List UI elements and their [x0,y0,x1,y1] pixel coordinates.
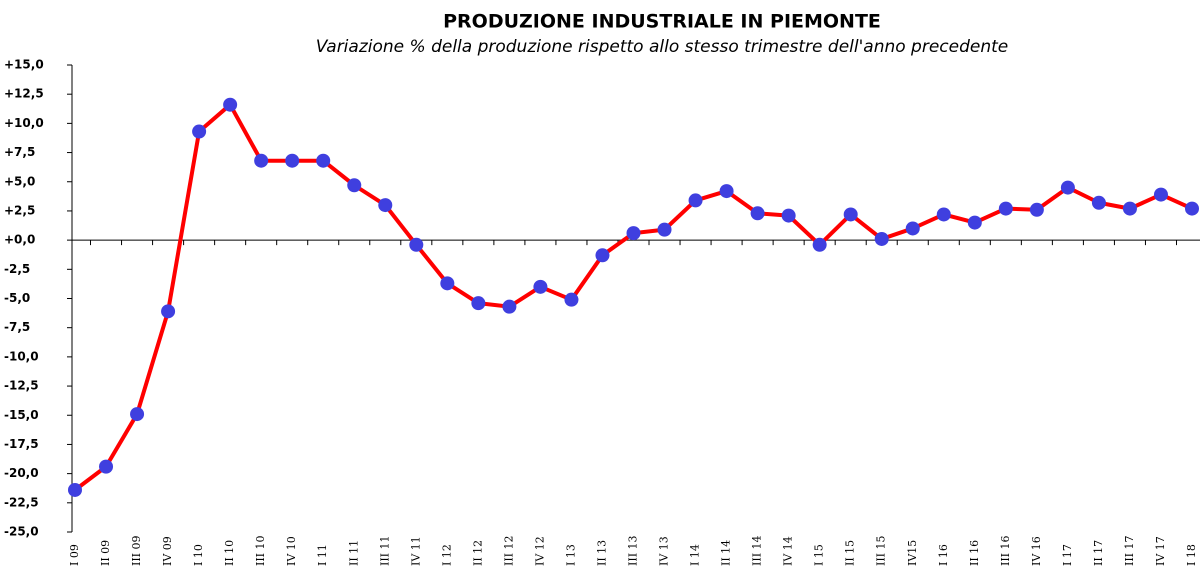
data-point [440,276,455,291]
x-tick-label: IV 14 [782,536,795,566]
x-tick-label: IV 09 [161,536,174,566]
data-point [750,206,765,221]
data-point [812,237,827,252]
x-tick-label: IV15 [906,540,919,566]
data-point [316,153,331,168]
x-tick-label: I 10 [192,544,205,566]
x-tick-label: I 18 [1185,544,1198,566]
x-tick-label: II 12 [471,540,484,566]
data-point [502,299,517,314]
x-tick-label: II 14 [720,540,733,566]
y-tick-label: +10,0 [4,116,44,130]
x-tick-label: II 17 [1092,540,1105,566]
x-tick-label: I 09 [68,544,81,566]
y-tick-label: +0,0 [4,233,35,247]
data-point [130,407,145,422]
x-tick-label: IV 10 [285,536,298,566]
data-point [781,208,796,223]
y-tick-label: +15,0 [4,58,44,72]
x-tick-label: I 16 [937,544,950,566]
x-tick-label: II 15 [844,540,857,566]
data-point [657,222,672,237]
data-point [378,198,393,213]
x-tick-label: I 12 [440,544,453,566]
x-tick-label: III 16 [999,535,1012,566]
y-tick-label: -20,0 [4,466,39,480]
x-tick-label: III 15 [875,535,888,566]
data-point [161,304,176,319]
y-tick-label: -22,5 [4,495,39,509]
data-point [471,296,486,311]
data-point [1091,195,1106,210]
data-point [347,178,362,193]
y-tick-label: -10,0 [4,349,39,363]
data-point [192,124,207,139]
x-tick-label: III 09 [130,535,143,566]
data-point [998,201,1013,216]
data-point [533,279,548,294]
data-point [595,248,610,263]
y-tick-label: -17,5 [4,437,39,451]
data-point [409,237,424,252]
data-point [874,231,889,246]
x-tick-label: I 13 [564,544,577,566]
data-point [1185,201,1199,216]
x-tick-label: IV 17 [1154,536,1167,566]
x-tick-label: III 10 [254,535,267,566]
data-point [1029,202,1044,217]
x-tick-label: II 09 [99,540,112,566]
x-tick-label: III 14 [751,535,764,566]
chart-subtitle: Variazione % della produzione rispetto a… [316,37,1009,57]
data-point [223,97,238,112]
x-tick-label: III 13 [627,535,640,566]
data-point [843,207,858,222]
y-tick-label: +2,5 [4,203,35,217]
x-tick-label: I 11 [316,544,329,566]
data-point [626,226,641,241]
y-tick-label: +12,5 [4,87,44,101]
x-tick-label: IV 11 [409,536,422,566]
y-tick-label: -5,0 [4,291,30,305]
x-tick-label: I 14 [689,544,702,566]
data-point [967,215,982,230]
data-point [254,153,269,168]
data-point [688,193,703,208]
y-tick-label: -7,5 [4,320,30,334]
x-tick-label: III 17 [1123,535,1136,566]
x-tick-label: II 10 [223,540,236,566]
y-tick-label: +7,5 [4,145,35,159]
data-point [1122,201,1137,216]
data-point [936,207,951,222]
chart-title: PRODUZIONE INDUSTRIALE IN PIEMONTE [443,11,881,33]
data-point [285,153,300,168]
y-tick-label: +5,0 [4,174,35,188]
x-tick-label: II 13 [595,540,608,566]
y-tick-label: -12,5 [4,379,39,393]
x-tick-label: IV 12 [533,536,546,566]
x-tick-label: I 15 [813,544,826,566]
y-tick-label: -2,5 [4,262,30,276]
x-tick-label: IV 13 [658,536,671,566]
data-point [1153,187,1168,202]
y-tick-label: -15,0 [4,408,39,422]
data-point [99,459,114,474]
data-point [68,482,82,497]
x-tick-label: I 17 [1061,544,1074,566]
x-tick-label: III 12 [502,535,515,566]
x-tick-label: IV 16 [1030,536,1043,566]
data-point [1060,180,1075,195]
x-tick-label: III 11 [378,535,391,566]
x-tick-label: II 11 [347,540,360,566]
y-tick-label: -25,0 [4,525,39,539]
data-point [719,184,734,199]
data-point [905,221,920,236]
x-tick-label: II 16 [968,540,981,566]
data-point [564,292,579,307]
series-line [73,102,1193,492]
